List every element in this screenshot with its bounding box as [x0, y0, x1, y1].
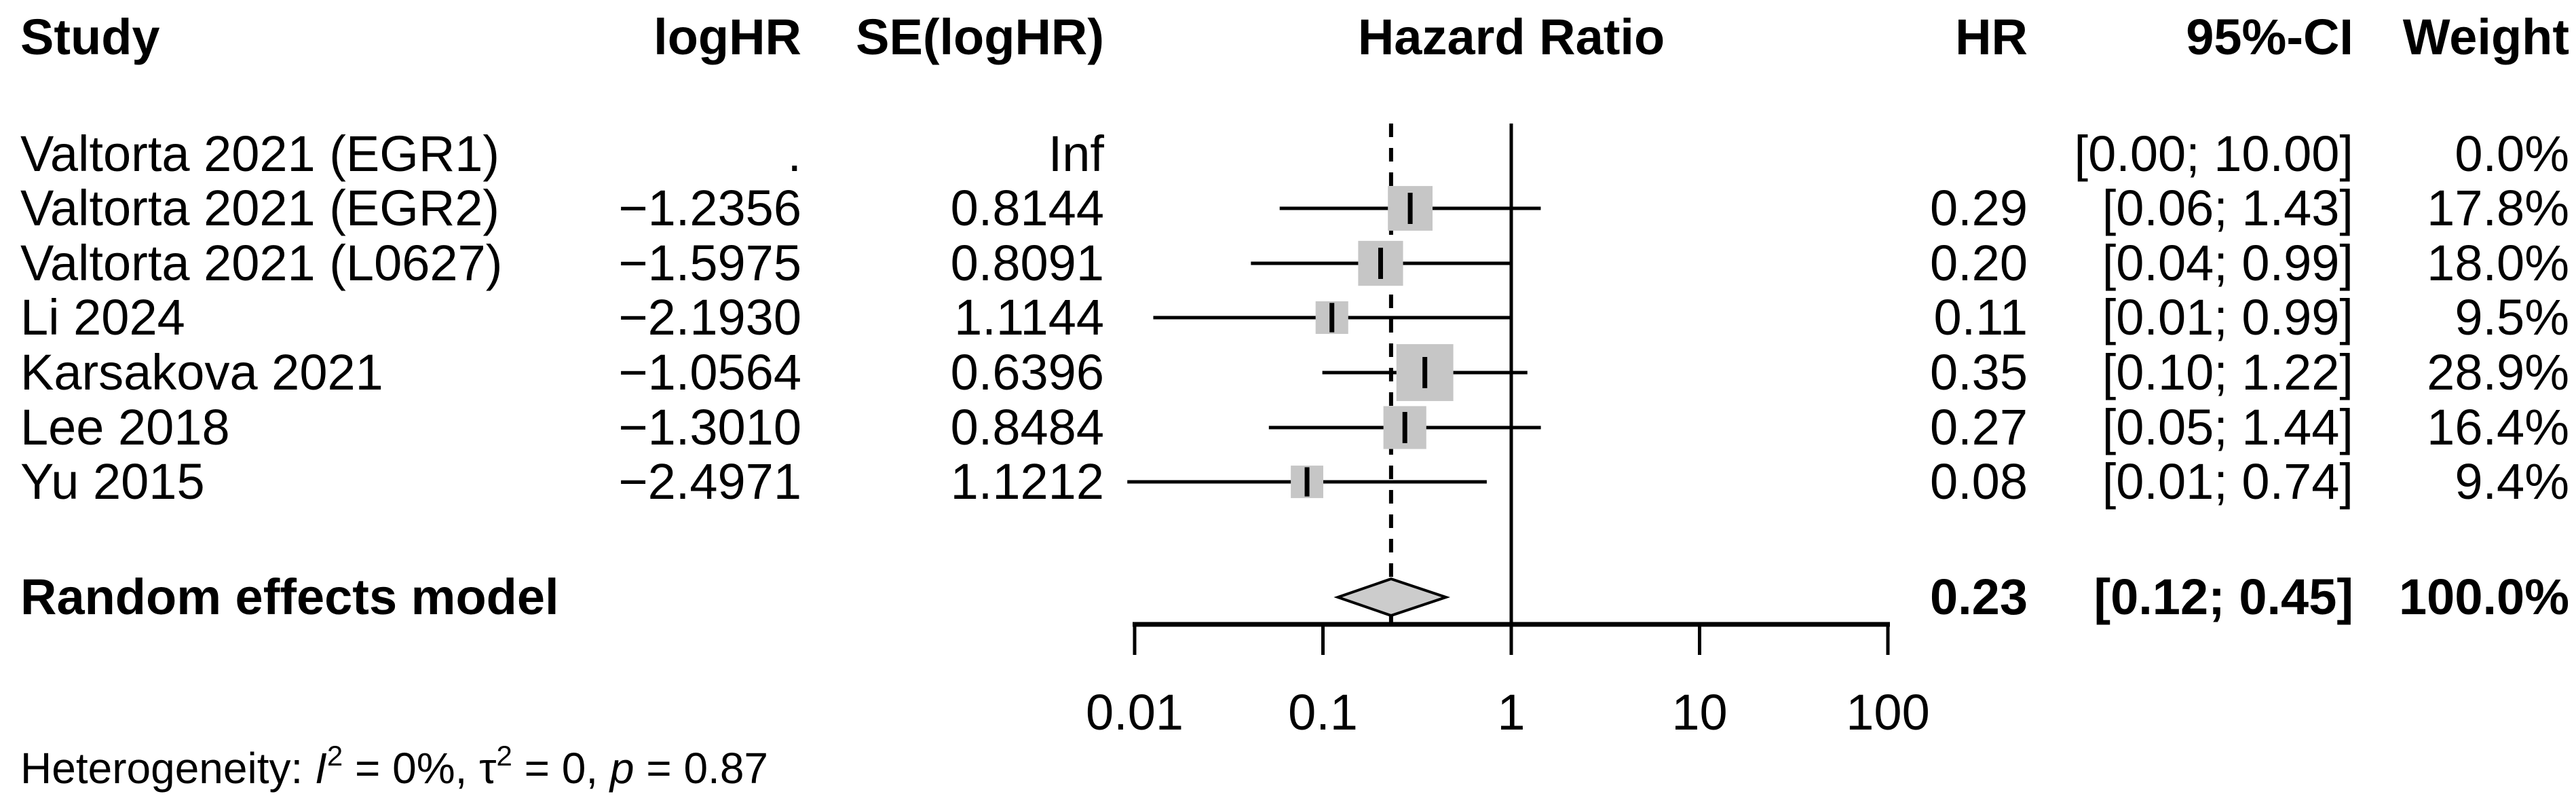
- point-estimate-tick: [1378, 248, 1383, 279]
- study-name: Yu 2015: [20, 453, 205, 510]
- pooled-diamond: [1333, 577, 1451, 618]
- column-header-study: Study: [20, 9, 160, 65]
- study-loghr: .: [787, 126, 801, 182]
- study-name: Karsakova 2021: [20, 344, 383, 400]
- pooled-model-label: Random effects model: [20, 569, 559, 625]
- column-header-ci: 95%-CI: [2186, 9, 2353, 65]
- point-estimate-tick: [1402, 412, 1407, 443]
- study-se: 0.8091: [950, 235, 1104, 291]
- study-loghr: −1.3010: [618, 399, 801, 455]
- study-loghr: −1.2356: [618, 180, 801, 236]
- column-header-loghr: logHR: [654, 9, 801, 65]
- study-ci: [0.01; 0.74]: [2102, 453, 2353, 510]
- pooled-weight: 100.0%: [2399, 569, 2569, 625]
- study-loghr: −1.5975: [618, 235, 801, 291]
- column-header-se: SE(logHR): [856, 9, 1104, 65]
- tau-squared-symbol: τ: [479, 744, 497, 793]
- study-hr: 0.35: [1929, 344, 2028, 400]
- axis-tick-label: 1: [1497, 684, 1526, 740]
- point-estimate-tick: [1304, 467, 1310, 497]
- pooled-hr: 0.23: [1929, 569, 2028, 625]
- study-se: Inf: [1048, 126, 1104, 182]
- axis-tick-label: 100: [1846, 684, 1930, 740]
- study-weight: 9.5%: [2455, 289, 2569, 345]
- study-hr: 0.20: [1929, 235, 2028, 291]
- study-weight: 18.0%: [2427, 235, 2569, 291]
- tau-squared-value: = 0,: [512, 744, 610, 793]
- study-hr: 0.27: [1929, 399, 2028, 455]
- axis-tick-label: 0.1: [1288, 684, 1358, 740]
- study-loghr: −2.4971: [618, 453, 801, 510]
- study-weight: 28.9%: [2427, 344, 2569, 400]
- point-estimate-tick: [1407, 193, 1413, 224]
- study-se: 0.8144: [950, 180, 1104, 236]
- axis-tick-label: 10: [1671, 684, 1728, 740]
- point-estimate-tick: [1329, 303, 1335, 333]
- i-squared-value: = 0%,: [343, 744, 480, 793]
- axis-tick-label: 0.01: [1085, 684, 1184, 740]
- study-ci: [0.04; 0.99]: [2102, 235, 2353, 291]
- study-ci: [0.10; 1.22]: [2102, 344, 2353, 400]
- column-header-hr: HR: [1955, 9, 2028, 65]
- study-hr: 0.11: [1933, 289, 2028, 345]
- study-weight: 9.4%: [2455, 453, 2569, 510]
- study-hr: 0.08: [1929, 453, 2028, 510]
- pooled-ci: [0.12; 0.45]: [2094, 569, 2353, 625]
- p-value: = 0.87: [634, 744, 768, 793]
- i-squared-symbol: I: [315, 744, 327, 793]
- study-name: Lee 2018: [20, 399, 230, 455]
- column-header-weight: Weight: [2402, 9, 2569, 65]
- heterogeneity-prefix: Heterogeneity:: [20, 744, 316, 793]
- study-loghr: −1.0564: [618, 344, 801, 400]
- study-weight: 16.4%: [2427, 399, 2569, 455]
- p-symbol: p: [609, 744, 634, 793]
- study-ci: [0.06; 1.43]: [2102, 180, 2353, 236]
- study-ci: [0.01; 0.99]: [2102, 289, 2353, 345]
- study-loghr: −2.1930: [618, 289, 801, 345]
- study-ci: [0.00; 10.00]: [2074, 126, 2353, 182]
- study-name: Li 2024: [20, 289, 185, 345]
- study-se: 0.6396: [950, 344, 1104, 400]
- study-hr: 0.29: [1929, 180, 2028, 236]
- study-name: Valtorta 2021 (L0627): [20, 235, 503, 291]
- study-name: Valtorta 2021 (EGR1): [20, 126, 500, 182]
- study-se: 0.8484: [950, 399, 1104, 455]
- study-ci: [0.05; 1.44]: [2102, 399, 2353, 455]
- study-se: 1.1212: [950, 453, 1104, 510]
- tau-squared-exponent: 2: [496, 739, 512, 772]
- study-weight: 17.8%: [2427, 180, 2569, 236]
- column-header-hazard-ratio: Hazard Ratio: [1357, 9, 1665, 65]
- study-se: 1.1144: [954, 289, 1104, 345]
- study-weight: 0.0%: [2455, 126, 2569, 182]
- point-estimate-tick: [1422, 357, 1428, 388]
- study-name: Valtorta 2021 (EGR2): [20, 180, 500, 236]
- i-squared-exponent: 2: [326, 739, 343, 772]
- heterogeneity-note: Heterogeneity: I2 = 0%, τ2 = 0, p = 0.87: [20, 732, 768, 795]
